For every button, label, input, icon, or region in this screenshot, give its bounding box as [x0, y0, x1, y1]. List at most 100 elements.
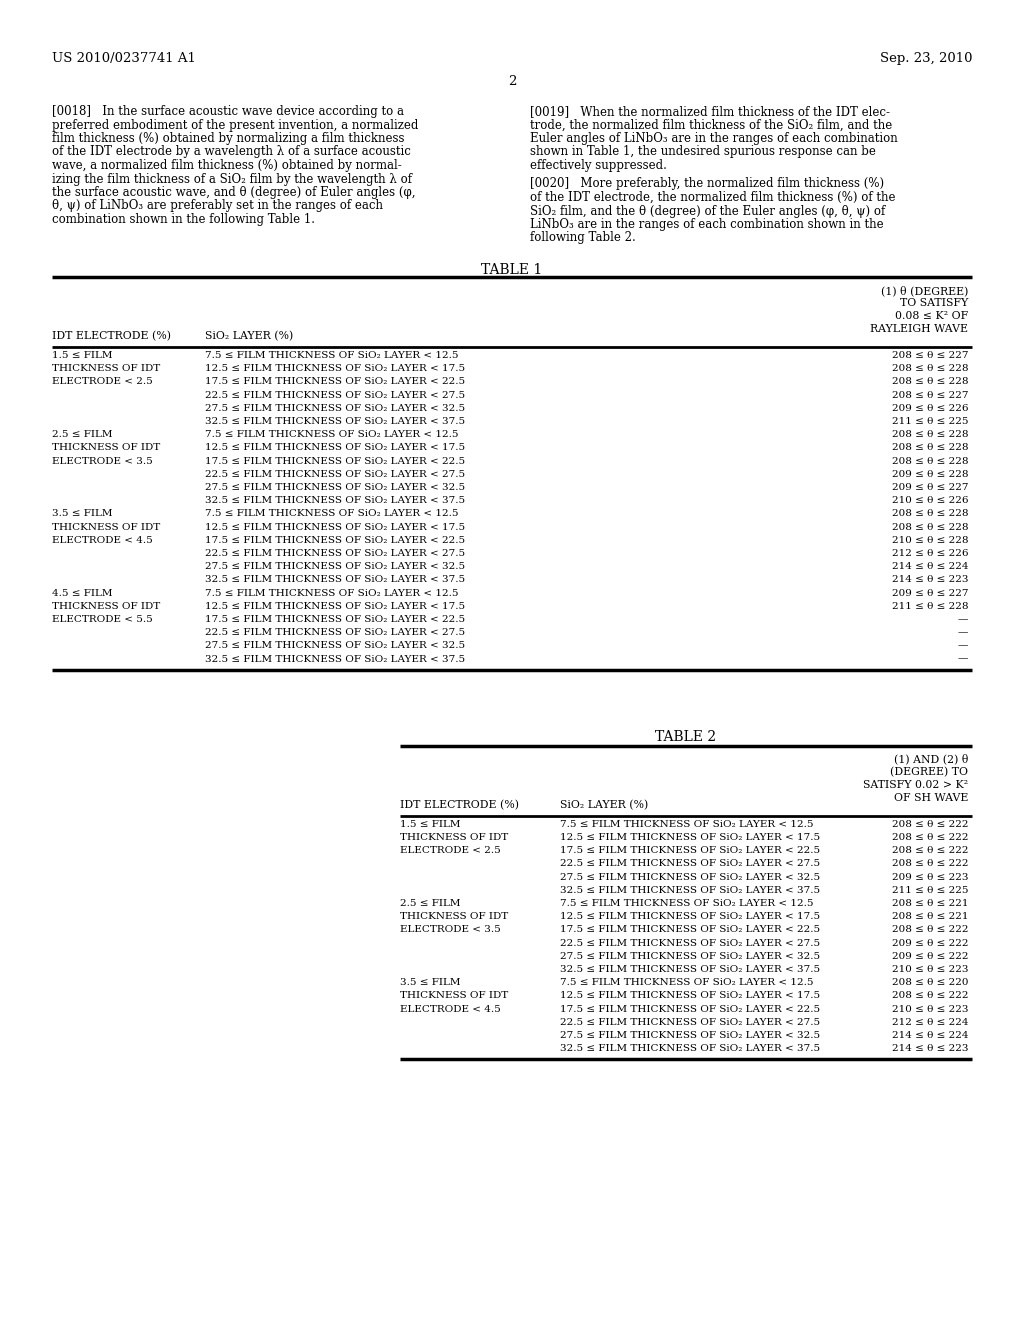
Text: 22.5 ≤ FILM THICKNESS OF SiO₂ LAYER < 27.5: 22.5 ≤ FILM THICKNESS OF SiO₂ LAYER < 27… [560, 1018, 820, 1027]
Text: 12.5 ≤ FILM THICKNESS OF SiO₂ LAYER < 17.5: 12.5 ≤ FILM THICKNESS OF SiO₂ LAYER < 17… [560, 912, 820, 921]
Text: 210 ≤ θ ≤ 223: 210 ≤ θ ≤ 223 [892, 1005, 968, 1014]
Text: 17.5 ≤ FILM THICKNESS OF SiO₂ LAYER < 22.5: 17.5 ≤ FILM THICKNESS OF SiO₂ LAYER < 22… [205, 615, 465, 624]
Text: 211 ≤ θ ≤ 225: 211 ≤ θ ≤ 225 [892, 886, 968, 895]
Text: 208 ≤ θ ≤ 228: 208 ≤ θ ≤ 228 [892, 430, 968, 440]
Text: ELECTRODE < 2.5: ELECTRODE < 2.5 [400, 846, 501, 855]
Text: 12.5 ≤ FILM THICKNESS OF SiO₂ LAYER < 17.5: 12.5 ≤ FILM THICKNESS OF SiO₂ LAYER < 17… [560, 991, 820, 1001]
Text: 22.5 ≤ FILM THICKNESS OF SiO₂ LAYER < 27.5: 22.5 ≤ FILM THICKNESS OF SiO₂ LAYER < 27… [205, 628, 465, 638]
Text: 209 ≤ θ ≤ 222: 209 ≤ θ ≤ 222 [892, 939, 968, 948]
Text: TABLE 2: TABLE 2 [655, 730, 717, 743]
Text: 17.5 ≤ FILM THICKNESS OF SiO₂ LAYER < 22.5: 17.5 ≤ FILM THICKNESS OF SiO₂ LAYER < 22… [205, 457, 465, 466]
Text: of the IDT electrode by a wavelength λ of a surface acoustic: of the IDT electrode by a wavelength λ o… [52, 145, 411, 158]
Text: 12.5 ≤ FILM THICKNESS OF SiO₂ LAYER < 17.5: 12.5 ≤ FILM THICKNESS OF SiO₂ LAYER < 17… [205, 364, 465, 374]
Text: 210 ≤ θ ≤ 228: 210 ≤ θ ≤ 228 [892, 536, 968, 545]
Text: LiNbO₃ are in the ranges of each combination shown in the: LiNbO₃ are in the ranges of each combina… [530, 218, 884, 231]
Text: 17.5 ≤ FILM THICKNESS OF SiO₂ LAYER < 22.5: 17.5 ≤ FILM THICKNESS OF SiO₂ LAYER < 22… [560, 846, 820, 855]
Text: —: — [957, 628, 968, 638]
Text: 208 ≤ θ ≤ 222: 208 ≤ θ ≤ 222 [892, 820, 968, 829]
Text: (1) θ (DEGREE): (1) θ (DEGREE) [881, 285, 968, 296]
Text: 208 ≤ θ ≤ 228: 208 ≤ θ ≤ 228 [892, 378, 968, 387]
Text: —: — [957, 642, 968, 651]
Text: 1.5 ≤ FILM: 1.5 ≤ FILM [400, 820, 461, 829]
Text: TO SATISFY: TO SATISFY [900, 298, 968, 308]
Text: US 2010/0237741 A1: US 2010/0237741 A1 [52, 51, 196, 65]
Text: film thickness (%) obtained by normalizing a film thickness: film thickness (%) obtained by normalizi… [52, 132, 404, 145]
Text: effectively suppressed.: effectively suppressed. [530, 158, 667, 172]
Text: combination shown in the following Table 1.: combination shown in the following Table… [52, 213, 315, 226]
Text: 7.5 ≤ FILM THICKNESS OF SiO₂ LAYER < 12.5: 7.5 ≤ FILM THICKNESS OF SiO₂ LAYER < 12.… [205, 430, 459, 440]
Text: OF SH WAVE: OF SH WAVE [894, 793, 968, 803]
Text: ELECTRODE < 4.5: ELECTRODE < 4.5 [400, 1005, 501, 1014]
Text: —: — [957, 615, 968, 624]
Text: 22.5 ≤ FILM THICKNESS OF SiO₂ LAYER < 27.5: 22.5 ≤ FILM THICKNESS OF SiO₂ LAYER < 27… [205, 391, 465, 400]
Text: 17.5 ≤ FILM THICKNESS OF SiO₂ LAYER < 22.5: 17.5 ≤ FILM THICKNESS OF SiO₂ LAYER < 22… [560, 925, 820, 935]
Text: the surface acoustic wave, and θ (degree) of Euler angles (φ,: the surface acoustic wave, and θ (degree… [52, 186, 416, 199]
Text: SiO₂ LAYER (%): SiO₂ LAYER (%) [205, 331, 293, 342]
Text: [0020]   More preferably, the normalized film thickness (%): [0020] More preferably, the normalized f… [530, 177, 884, 190]
Text: 3.5 ≤ FILM: 3.5 ≤ FILM [52, 510, 113, 519]
Text: 209 ≤ θ ≤ 227: 209 ≤ θ ≤ 227 [892, 483, 968, 492]
Text: 32.5 ≤ FILM THICKNESS OF SiO₂ LAYER < 37.5: 32.5 ≤ FILM THICKNESS OF SiO₂ LAYER < 37… [560, 886, 820, 895]
Text: SiO₂ LAYER (%): SiO₂ LAYER (%) [560, 800, 648, 810]
Text: THICKNESS OF IDT: THICKNESS OF IDT [400, 991, 508, 1001]
Text: 32.5 ≤ FILM THICKNESS OF SiO₂ LAYER < 37.5: 32.5 ≤ FILM THICKNESS OF SiO₂ LAYER < 37… [560, 965, 820, 974]
Text: 211 ≤ θ ≤ 228: 211 ≤ θ ≤ 228 [892, 602, 968, 611]
Text: 209 ≤ θ ≤ 228: 209 ≤ θ ≤ 228 [892, 470, 968, 479]
Text: 208 ≤ θ ≤ 227: 208 ≤ θ ≤ 227 [892, 391, 968, 400]
Text: ELECTRODE < 5.5: ELECTRODE < 5.5 [52, 615, 153, 624]
Text: SATISFY 0.02 > K²: SATISFY 0.02 > K² [863, 780, 968, 789]
Text: 209 ≤ θ ≤ 222: 209 ≤ θ ≤ 222 [892, 952, 968, 961]
Text: Sep. 23, 2010: Sep. 23, 2010 [880, 51, 972, 65]
Text: 22.5 ≤ FILM THICKNESS OF SiO₂ LAYER < 27.5: 22.5 ≤ FILM THICKNESS OF SiO₂ LAYER < 27… [560, 859, 820, 869]
Text: 208 ≤ θ ≤ 222: 208 ≤ θ ≤ 222 [892, 859, 968, 869]
Text: Euler angles of LiNbO₃ are in the ranges of each combination: Euler angles of LiNbO₃ are in the ranges… [530, 132, 898, 145]
Text: THICKNESS OF IDT: THICKNESS OF IDT [52, 364, 160, 374]
Text: 12.5 ≤ FILM THICKNESS OF SiO₂ LAYER < 17.5: 12.5 ≤ FILM THICKNESS OF SiO₂ LAYER < 17… [560, 833, 820, 842]
Text: 208 ≤ θ ≤ 228: 208 ≤ θ ≤ 228 [892, 444, 968, 453]
Text: trode, the normalized film thickness of the SiO₂ film, and the: trode, the normalized film thickness of … [530, 119, 892, 132]
Text: 209 ≤ θ ≤ 227: 209 ≤ θ ≤ 227 [892, 589, 968, 598]
Text: 27.5 ≤ FILM THICKNESS OF SiO₂ LAYER < 32.5: 27.5 ≤ FILM THICKNESS OF SiO₂ LAYER < 32… [560, 873, 820, 882]
Text: 12.5 ≤ FILM THICKNESS OF SiO₂ LAYER < 17.5: 12.5 ≤ FILM THICKNESS OF SiO₂ LAYER < 17… [205, 444, 465, 453]
Text: 27.5 ≤ FILM THICKNESS OF SiO₂ LAYER < 32.5: 27.5 ≤ FILM THICKNESS OF SiO₂ LAYER < 32… [205, 562, 465, 572]
Text: 32.5 ≤ FILM THICKNESS OF SiO₂ LAYER < 37.5: 32.5 ≤ FILM THICKNESS OF SiO₂ LAYER < 37… [205, 576, 465, 585]
Text: [0019]   When the normalized film thickness of the IDT elec-: [0019] When the normalized film thicknes… [530, 106, 890, 117]
Text: 1.5 ≤ FILM: 1.5 ≤ FILM [52, 351, 113, 360]
Text: 209 ≤ θ ≤ 223: 209 ≤ θ ≤ 223 [892, 873, 968, 882]
Text: preferred embodiment of the present invention, a normalized: preferred embodiment of the present inve… [52, 119, 419, 132]
Text: 4.5 ≤ FILM: 4.5 ≤ FILM [52, 589, 113, 598]
Text: 209 ≤ θ ≤ 226: 209 ≤ θ ≤ 226 [892, 404, 968, 413]
Text: THICKNESS OF IDT: THICKNESS OF IDT [400, 833, 508, 842]
Text: ELECTRODE < 3.5: ELECTRODE < 3.5 [400, 925, 501, 935]
Text: izing the film thickness of a SiO₂ film by the wavelength λ of: izing the film thickness of a SiO₂ film … [52, 173, 412, 186]
Text: 214 ≤ θ ≤ 223: 214 ≤ θ ≤ 223 [892, 576, 968, 585]
Text: 27.5 ≤ FILM THICKNESS OF SiO₂ LAYER < 32.5: 27.5 ≤ FILM THICKNESS OF SiO₂ LAYER < 32… [205, 404, 465, 413]
Text: 27.5 ≤ FILM THICKNESS OF SiO₂ LAYER < 32.5: 27.5 ≤ FILM THICKNESS OF SiO₂ LAYER < 32… [560, 952, 820, 961]
Text: 22.5 ≤ FILM THICKNESS OF SiO₂ LAYER < 27.5: 22.5 ≤ FILM THICKNESS OF SiO₂ LAYER < 27… [205, 470, 465, 479]
Text: 12.5 ≤ FILM THICKNESS OF SiO₂ LAYER < 17.5: 12.5 ≤ FILM THICKNESS OF SiO₂ LAYER < 17… [205, 523, 465, 532]
Text: 22.5 ≤ FILM THICKNESS OF SiO₂ LAYER < 27.5: 22.5 ≤ FILM THICKNESS OF SiO₂ LAYER < 27… [560, 939, 820, 948]
Text: 7.5 ≤ FILM THICKNESS OF SiO₂ LAYER < 12.5: 7.5 ≤ FILM THICKNESS OF SiO₂ LAYER < 12.… [560, 820, 813, 829]
Text: θ, ψ) of LiNbO₃ are preferably set in the ranges of each: θ, ψ) of LiNbO₃ are preferably set in th… [52, 199, 383, 213]
Text: [0018]   In the surface acoustic wave device according to a: [0018] In the surface acoustic wave devi… [52, 106, 404, 117]
Text: 208 ≤ θ ≤ 228: 208 ≤ θ ≤ 228 [892, 364, 968, 374]
Text: —: — [957, 655, 968, 664]
Text: 210 ≤ θ ≤ 226: 210 ≤ θ ≤ 226 [892, 496, 968, 506]
Text: ELECTRODE < 3.5: ELECTRODE < 3.5 [52, 457, 153, 466]
Text: of the IDT electrode, the normalized film thickness (%) of the: of the IDT electrode, the normalized fil… [530, 191, 896, 205]
Text: 27.5 ≤ FILM THICKNESS OF SiO₂ LAYER < 32.5: 27.5 ≤ FILM THICKNESS OF SiO₂ LAYER < 32… [205, 483, 465, 492]
Text: 32.5 ≤ FILM THICKNESS OF SiO₂ LAYER < 37.5: 32.5 ≤ FILM THICKNESS OF SiO₂ LAYER < 37… [205, 417, 465, 426]
Text: 7.5 ≤ FILM THICKNESS OF SiO₂ LAYER < 12.5: 7.5 ≤ FILM THICKNESS OF SiO₂ LAYER < 12.… [205, 351, 459, 360]
Text: THICKNESS OF IDT: THICKNESS OF IDT [52, 602, 160, 611]
Text: 208 ≤ θ ≤ 222: 208 ≤ θ ≤ 222 [892, 833, 968, 842]
Text: (DEGREE) TO: (DEGREE) TO [890, 767, 968, 777]
Text: 210 ≤ θ ≤ 223: 210 ≤ θ ≤ 223 [892, 965, 968, 974]
Text: following Table 2.: following Table 2. [530, 231, 636, 244]
Text: 2.5 ≤ FILM: 2.5 ≤ FILM [52, 430, 113, 440]
Text: RAYLEIGH WAVE: RAYLEIGH WAVE [870, 323, 968, 334]
Text: 27.5 ≤ FILM THICKNESS OF SiO₂ LAYER < 32.5: 27.5 ≤ FILM THICKNESS OF SiO₂ LAYER < 32… [560, 1031, 820, 1040]
Text: 17.5 ≤ FILM THICKNESS OF SiO₂ LAYER < 22.5: 17.5 ≤ FILM THICKNESS OF SiO₂ LAYER < 22… [205, 536, 465, 545]
Text: ELECTRODE < 2.5: ELECTRODE < 2.5 [52, 378, 153, 387]
Text: 17.5 ≤ FILM THICKNESS OF SiO₂ LAYER < 22.5: 17.5 ≤ FILM THICKNESS OF SiO₂ LAYER < 22… [560, 1005, 820, 1014]
Text: 208 ≤ θ ≤ 222: 208 ≤ θ ≤ 222 [892, 925, 968, 935]
